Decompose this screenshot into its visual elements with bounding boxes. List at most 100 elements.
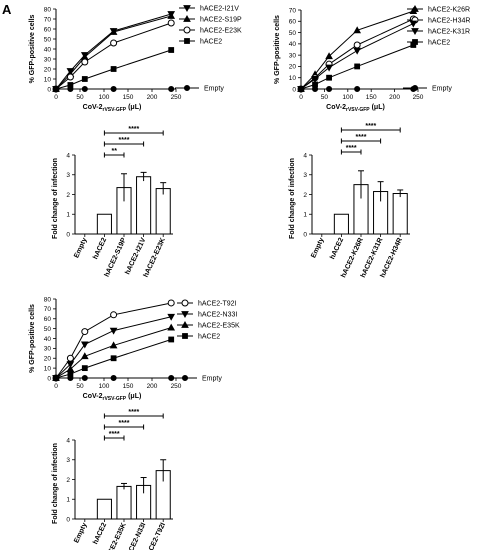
y-axis-title: Fold change of infection: [52, 158, 59, 239]
data-point: [167, 323, 176, 331]
legend-marker: [183, 5, 191, 13]
data-point: [66, 361, 75, 369]
y-tick-label: 4: [66, 437, 70, 444]
legend-marker: [182, 333, 188, 339]
x-category-label: Empty: [73, 522, 88, 544]
x-category-label: hACE2-H34R: [379, 237, 404, 279]
data-point: [66, 354, 74, 362]
legend-marker: [184, 38, 190, 44]
y-tick-label: 3: [66, 457, 70, 464]
x-axis-title-unit: (μL): [370, 104, 385, 111]
y-tick-label: 0: [66, 516, 70, 523]
data-point: [109, 341, 118, 349]
y-tick-label: 50: [44, 36, 52, 43]
data-point: [297, 85, 305, 93]
y-tick-label: 70: [289, 7, 297, 14]
legend-marker: [181, 299, 189, 307]
data-point: [81, 374, 88, 382]
x-tick-label: 100: [342, 94, 353, 101]
legend-marker: [412, 39, 418, 45]
x-category-label: hACE2-N33I: [124, 522, 147, 550]
y-tick-label: 1: [66, 497, 70, 504]
x-tick-label: 250: [171, 94, 182, 101]
y-axis-title: % GFP-positive cells: [274, 15, 281, 84]
data-point: [354, 85, 361, 93]
y-tick-label: 0: [292, 86, 296, 93]
bar-chart-1: 0 1 2 3 4 Fold change of infection Empty hACE2 h…: [52, 126, 173, 279]
y-tick-label: 2: [66, 477, 70, 484]
panel-label: A: [2, 2, 12, 17]
data-point: [326, 74, 332, 81]
legend-label: Empty: [204, 86, 224, 93]
x-tick-label: 0: [54, 94, 58, 101]
data-point: [325, 64, 333, 72]
y-tick-label: 30: [44, 56, 52, 63]
data-point: [81, 328, 89, 336]
y-tick-label: 80: [44, 296, 52, 303]
y-tick-label: 20: [44, 66, 52, 73]
data-point: [67, 374, 74, 382]
x-tick-label: 50: [76, 94, 84, 101]
data-point: [168, 374, 175, 382]
x-axis-title-main: CoV-2: [326, 104, 346, 111]
data-point: [81, 85, 88, 93]
y-tick-label: 60: [44, 316, 52, 323]
y-tick-label: 1: [303, 212, 307, 219]
x-tick-label: 100: [99, 383, 110, 390]
x-category-label: hACE2-I21V: [124, 237, 147, 276]
x-tick-label: 100: [99, 94, 110, 101]
x-axis-title-sub: rVSV-GFP: [103, 107, 127, 113]
x-axis-title-sub: rVSV-GFP: [346, 107, 370, 113]
x-category-label: Empty: [310, 237, 325, 259]
bar: [96, 498, 112, 520]
y-tick-label: 60: [289, 19, 297, 26]
y-tick-label: 0: [47, 375, 51, 382]
legend-marker: [181, 374, 189, 382]
x-tick-label: 50: [76, 383, 84, 390]
bar: [116, 485, 132, 520]
line-chart-1: 0 10 20 30 40 50 60 70 80 0 50 100 150 200 250 % GFP-po…: [29, 5, 242, 113]
significance-label: ****: [119, 420, 130, 427]
data-point: [167, 11, 176, 19]
significance-label: ****: [365, 123, 376, 130]
y-tick-label: 0: [303, 231, 307, 238]
legend-marker: [183, 14, 191, 22]
legend-label: hACE2: [200, 39, 222, 46]
significance-label: ****: [119, 137, 130, 144]
x-tick-label: 150: [123, 94, 134, 101]
legend-label: hACE2-K31R: [428, 29, 470, 36]
y-tick-label: 3: [66, 172, 70, 179]
bar-chart-3: 0 1 2 3 4 Fold change of infection Empty hACE2 h…: [52, 409, 173, 550]
data-point: [67, 85, 74, 93]
data-point: [353, 26, 362, 34]
bar: [333, 213, 349, 235]
x-category-label: hACE2: [329, 237, 345, 261]
data-point: [353, 41, 361, 49]
y-tick-label: 1: [66, 212, 70, 219]
bar: [96, 213, 112, 235]
data-point: [311, 75, 319, 83]
legend-label: hACE2-S19P: [200, 17, 242, 24]
legend-label: hACE2-E35K: [198, 323, 240, 330]
x-tick-label: 150: [366, 94, 377, 101]
y-tick-label: 20: [44, 356, 52, 363]
x-category-label: hACE2: [92, 522, 108, 546]
data-point: [110, 39, 118, 47]
y-tick-label: 10: [44, 76, 52, 83]
y-tick-label: 40: [289, 41, 297, 48]
x-tick-label: 0: [299, 94, 303, 101]
significance-label: ****: [109, 431, 120, 438]
x-axis-title: CoV-2rVSV-GFP (μL): [326, 104, 385, 113]
y-tick-label: 0: [47, 86, 51, 93]
bar: [155, 188, 171, 235]
y-tick-label: 70: [44, 16, 52, 23]
x-tick-label: 50: [321, 94, 329, 101]
y-tick-label: 50: [289, 30, 297, 37]
y-tick-label: 40: [44, 46, 52, 53]
data-point: [311, 85, 319, 93]
data-point: [110, 374, 117, 382]
bar-chart-2: 0 1 2 3 4 Fold change of infection Empty hACE2 h…: [289, 123, 410, 279]
y-tick-label: 40: [44, 336, 52, 343]
y-tick-label: 2: [303, 192, 307, 199]
data-point: [353, 47, 362, 55]
